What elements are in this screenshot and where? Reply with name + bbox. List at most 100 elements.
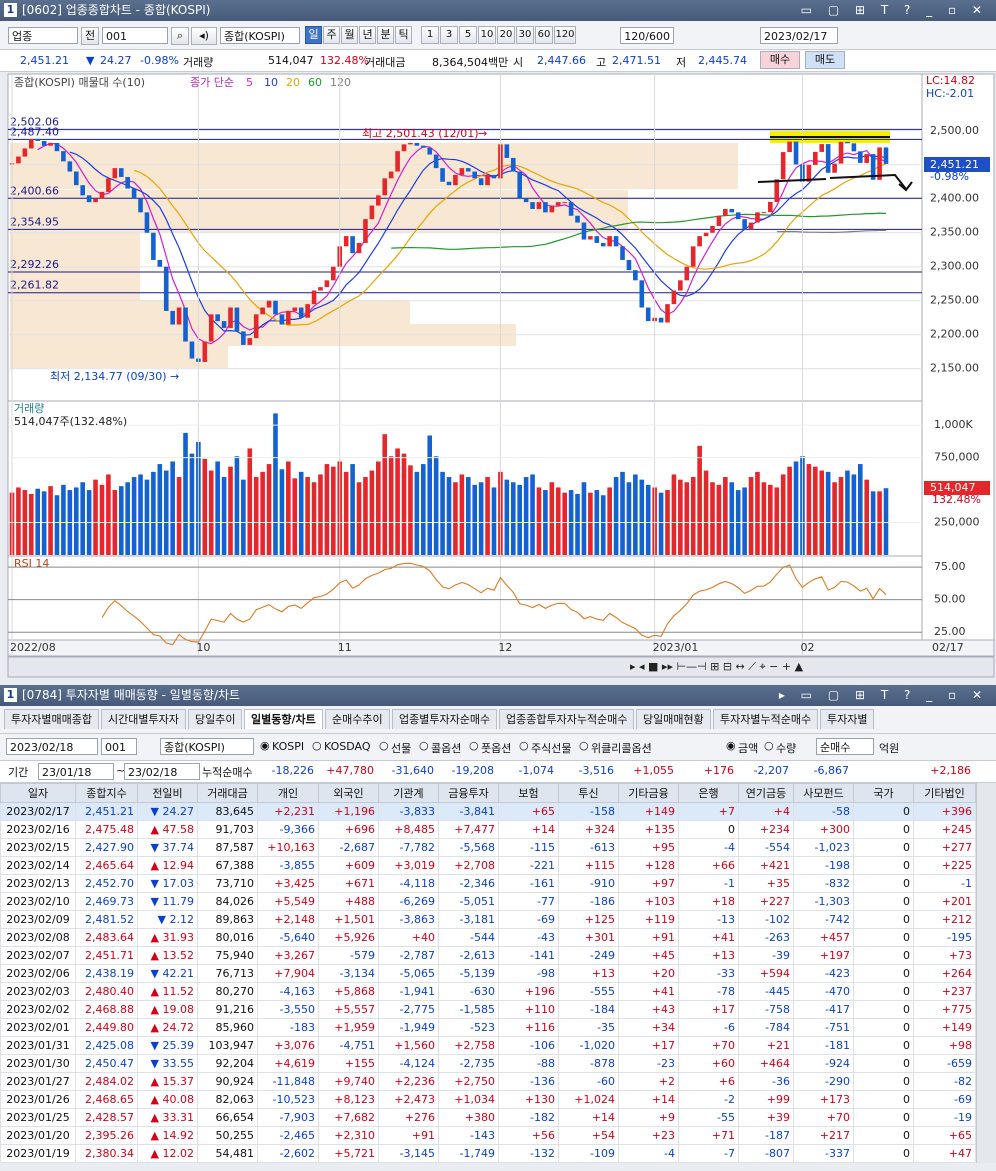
period-label: 기간 bbox=[8, 766, 29, 779]
radio[interactable]: ○ bbox=[519, 739, 529, 752]
code-input[interactable]: 001 bbox=[101, 738, 137, 755]
table-row[interactable]: 2023/02/08 2,483.64 ▲ 31.93 80,016 -5,640 +5,… bbox=[0, 928, 976, 947]
sound-button[interactable]: ◂) bbox=[191, 27, 217, 45]
table-row[interactable]: 2023/02/01 2,449.80 ▲ 24.72 85,960 -183 +1,95… bbox=[0, 1018, 976, 1037]
table-row[interactable]: 2023/02/07 2,451.71 ▲ 13.52 75,940 +3,267 -57… bbox=[0, 946, 976, 965]
table-row[interactable]: 2023/01/30 2,450.47 ▼ 33.55 92,204 +4,619 +15… bbox=[0, 1054, 976, 1073]
table-row[interactable]: 2023/02/03 2,480.40 ▲ 11.52 80,270 -4,163 +5,… bbox=[0, 982, 976, 1001]
unit-option[interactable]: 금액 bbox=[738, 742, 759, 755]
date-input[interactable]: 2023/02/18 bbox=[6, 738, 98, 755]
table-row[interactable]: 2023/02/13 2,452.70 ▼ 17.03 73,710 +3,425 +67… bbox=[0, 874, 976, 893]
table-row[interactable]: 2023/01/26 2,468.65 ▲ 40.08 82,063 -10,523 +8… bbox=[0, 1090, 976, 1109]
table-row[interactable]: 2023/02/16 2,475.48 ▲ 47.58 91,703 -9,366 +69… bbox=[0, 820, 976, 839]
tab[interactable]: 순매수추이 bbox=[325, 709, 390, 729]
interval-button[interactable]: 3 bbox=[440, 26, 458, 44]
date-input[interactable]: 2023/02/17 bbox=[760, 27, 838, 44]
table-row[interactable]: 2023/02/14 2,465.64 ▲ 12.94 67,388 -3,855 +60… bbox=[0, 856, 976, 875]
scroll-bar[interactable] bbox=[7, 656, 995, 678]
period-button[interactable]: 분 bbox=[377, 26, 394, 44]
name-input[interactable]: 종합(KOSPI) bbox=[220, 27, 300, 44]
radio[interactable]: ○ bbox=[379, 739, 389, 752]
radio[interactable]: ○ bbox=[469, 739, 479, 752]
search-button[interactable]: ⌕ bbox=[171, 27, 189, 45]
interval-button[interactable]: 10 bbox=[478, 26, 496, 44]
tab[interactable]: 투자자별누적순매수 bbox=[713, 709, 819, 729]
market-option[interactable]: 선물 bbox=[391, 742, 412, 755]
mode-select[interactable]: 순매수 bbox=[816, 738, 874, 755]
from-date[interactable]: 23/01/18 bbox=[38, 763, 114, 780]
period-sum: -19,208 bbox=[451, 764, 494, 777]
interval-button[interactable]: 30 bbox=[516, 26, 534, 44]
unit-option[interactable]: 수량 bbox=[776, 742, 797, 755]
table-scrollbar[interactable] bbox=[976, 783, 996, 1163]
tab[interactable]: 시간대별투자자 bbox=[101, 709, 186, 729]
period-button[interactable]: 주 bbox=[323, 26, 340, 44]
header-cell: 기관계 bbox=[378, 783, 439, 803]
market-option[interactable]: KOSDAQ bbox=[324, 740, 371, 753]
period-button[interactable]: 년 bbox=[359, 26, 376, 44]
name-input[interactable]: 종합(KOSPI) bbox=[160, 738, 254, 755]
code-input[interactable]: 001 bbox=[102, 27, 168, 44]
table-row[interactable]: 2023/01/27 2,484.02 ▲ 15.37 90,924 -11,848 +9… bbox=[0, 1072, 976, 1091]
table-row[interactable]: 2023/02/06 2,438.19 ▼ 42.21 76,713 +7,904 -3,… bbox=[0, 964, 976, 983]
table-row[interactable]: 2023/02/02 2,468.88 ▲ 19.08 91,216 -3,550 +5,… bbox=[0, 1000, 976, 1019]
interval-button[interactable]: 1 bbox=[421, 26, 439, 44]
table-row[interactable]: 2023/01/19 2,380.34 ▲ 12.02 54,481 -2,602 +5,… bbox=[0, 1144, 976, 1163]
market-option[interactable]: 주식선물 bbox=[531, 742, 572, 755]
volume-bar bbox=[388, 456, 394, 555]
market-option[interactable]: KOSPI bbox=[272, 740, 305, 753]
candle bbox=[138, 198, 143, 213]
period-button[interactable]: 월 bbox=[341, 26, 358, 44]
count-input[interactable]: 120/600 bbox=[620, 27, 674, 44]
candle bbox=[331, 266, 336, 281]
table-row[interactable]: 2023/01/20 2,395.26 ▲ 14.92 50,255 -2,465 +2,… bbox=[0, 1126, 976, 1145]
tab[interactable]: 일별동향/차트 bbox=[244, 709, 323, 729]
interval-button[interactable]: 120 bbox=[554, 26, 576, 44]
table-row[interactable]: 2023/01/25 2,428.57 ▲ 33.31 66,654 -7,903 +7,… bbox=[0, 1108, 976, 1127]
radio[interactable]: ○ bbox=[312, 739, 322, 752]
period-button[interactable]: 틱 bbox=[395, 26, 412, 44]
radio[interactable]: ○ bbox=[579, 739, 589, 752]
volume-label: 거래량 bbox=[183, 56, 214, 69]
table-cell: -2,775 bbox=[378, 1000, 439, 1019]
scroll-buttons[interactable]: ▸ ◂ ■ ▸▸ ⊢—⊣ ⊞ ⊟ ↔ ⟋ ⌖ − + ▲ bbox=[630, 660, 804, 673]
radio[interactable]: ◉ bbox=[726, 739, 736, 752]
tab[interactable]: 투자자별 bbox=[820, 709, 875, 729]
radio[interactable]: ◉ bbox=[260, 739, 270, 752]
table-cell: -2,346 bbox=[438, 874, 499, 893]
window-buttons[interactable]: ▸ ▭ ▢ ⊞ T ? _ ▫ ✕ bbox=[778, 688, 988, 702]
period-button[interactable]: 일 bbox=[305, 26, 322, 44]
interval-button[interactable]: 60 bbox=[535, 26, 553, 44]
table-cell: +9 bbox=[618, 1108, 679, 1127]
tab[interactable]: 업종종합투자자누적순매수 bbox=[499, 709, 635, 729]
tab[interactable]: 투자자별매매종합 bbox=[4, 709, 99, 729]
buy-button[interactable]: 매수 bbox=[760, 51, 800, 69]
table-cell: -555 bbox=[558, 982, 619, 1001]
radio[interactable]: ○ bbox=[419, 739, 429, 752]
market-select[interactable]: 업종 bbox=[8, 27, 78, 44]
interval-button[interactable]: 20 bbox=[497, 26, 515, 44]
table-row[interactable]: 2023/02/15 2,427.90 ▼ 37.74 87,587 +10,163 -2… bbox=[0, 838, 976, 857]
table-row[interactable]: 2023/01/31 2,425.08 ▼ 25.39 103,947 +3,076 -4… bbox=[0, 1036, 976, 1055]
table-row[interactable]: 2023/02/09 2,481.52 ▼ 2.12 89,863 +2,148 +1,5… bbox=[0, 910, 976, 929]
window-number: 1 bbox=[4, 688, 17, 702]
window-buttons[interactable]: ▭ ▢ ⊞ T ? _ ▫ ✕ bbox=[800, 3, 988, 17]
radio[interactable]: ○ bbox=[764, 739, 774, 752]
to-date[interactable]: 23/02/18 bbox=[124, 763, 200, 780]
table-cell: -221 bbox=[498, 856, 559, 875]
sell-button[interactable]: 매도 bbox=[805, 51, 845, 69]
table-row[interactable]: 2023/02/17 2,451.21 ▼ 24.27 83,645 +2,231 +1,… bbox=[0, 802, 976, 821]
ma-period: 60 bbox=[308, 76, 322, 89]
interval-button[interactable]: 5 bbox=[459, 26, 477, 44]
market-option[interactable]: 콜옵션 bbox=[431, 742, 462, 755]
table-cell: 80,270 bbox=[197, 982, 258, 1001]
market-option[interactable]: 풋옵션 bbox=[481, 742, 512, 755]
market-option[interactable]: 위클리콜옵션 bbox=[591, 742, 652, 755]
tab[interactable]: 업종별투자자순매수 bbox=[392, 709, 498, 729]
table-row[interactable]: 2023/02/10 2,469.73 ▼ 11.79 84,026 +5,549 +48… bbox=[0, 892, 976, 911]
volume-bar bbox=[838, 477, 844, 555]
all-button[interactable]: 전 bbox=[81, 27, 99, 45]
tab[interactable]: 당일매매현황 bbox=[636, 709, 711, 729]
tab[interactable]: 당일추이 bbox=[188, 709, 243, 729]
table-cell: +2,758 bbox=[438, 1036, 499, 1055]
